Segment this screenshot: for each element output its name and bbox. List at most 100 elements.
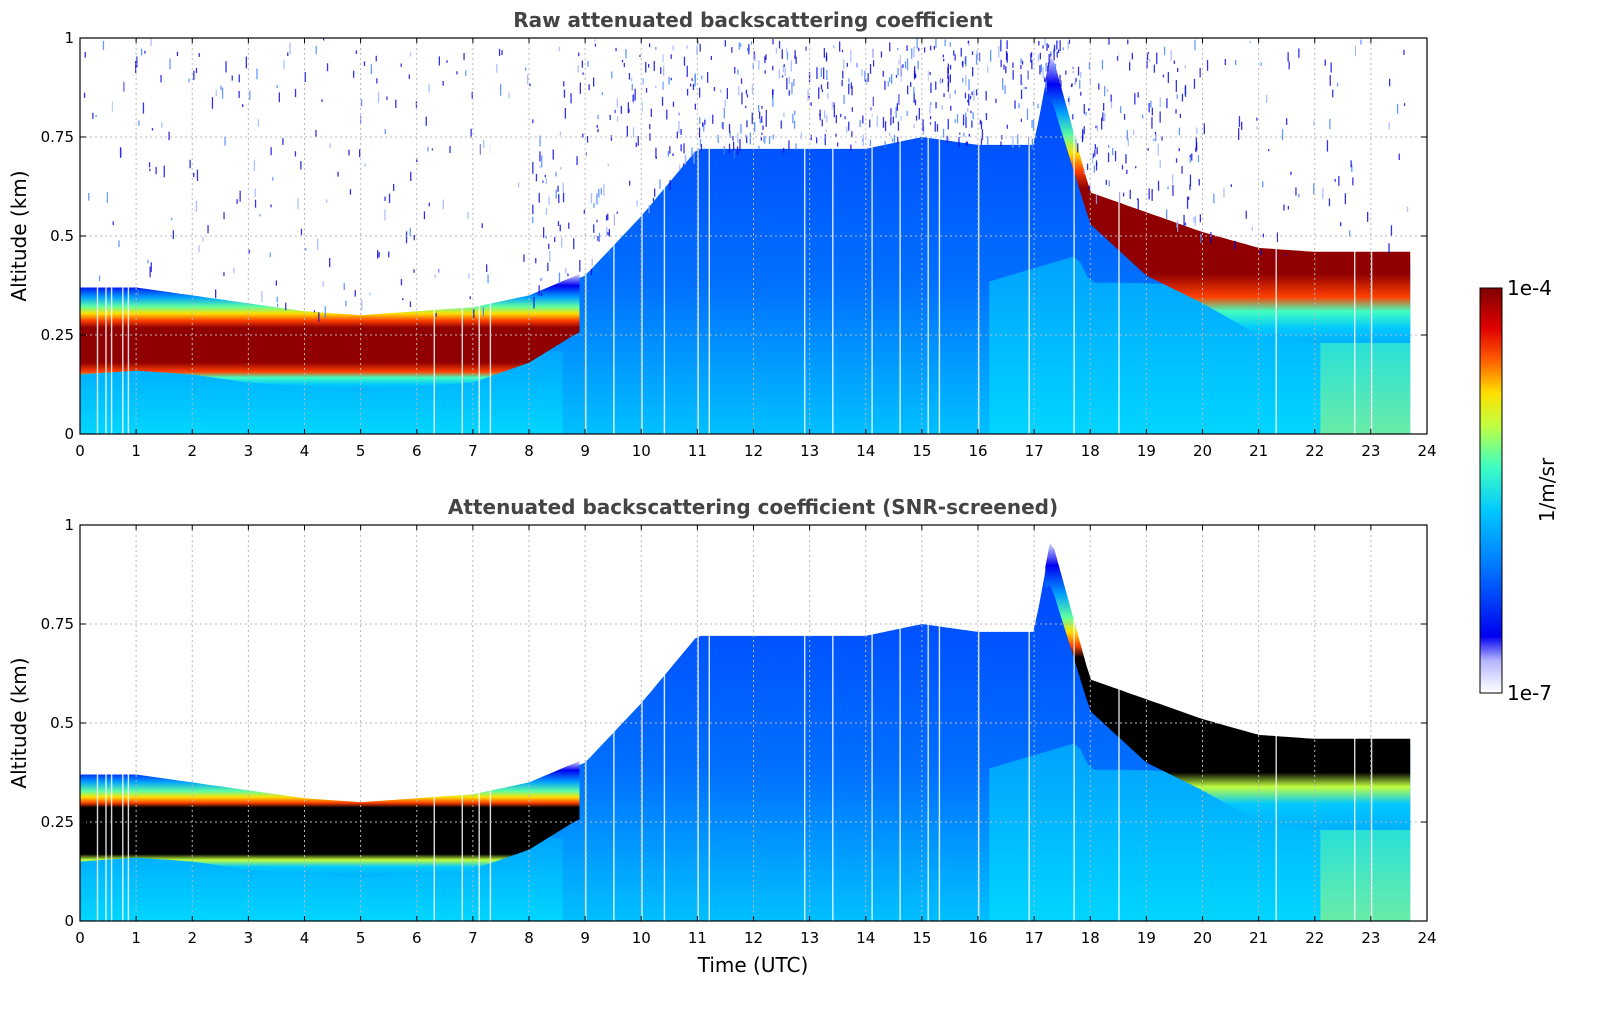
data-gap xyxy=(697,38,699,434)
noise-pixel xyxy=(1238,128,1240,140)
data-gap xyxy=(461,38,463,434)
noise-pixel xyxy=(1088,62,1091,70)
noise-pixel xyxy=(985,91,987,101)
noise-pixel xyxy=(1050,51,1052,57)
noise-pixel xyxy=(892,116,894,124)
noise-pixel xyxy=(882,117,885,128)
noise-pixel xyxy=(1126,130,1128,141)
noise-pixel xyxy=(968,79,970,91)
noise-pixel xyxy=(823,47,825,58)
noise-pixel xyxy=(225,61,227,73)
noise-pixel xyxy=(1012,70,1014,80)
noise-pixel xyxy=(446,60,448,63)
noise-pixel xyxy=(482,307,484,317)
noise-pixel xyxy=(835,115,837,124)
noise-pixel xyxy=(768,135,771,144)
noise-pixel xyxy=(896,103,898,111)
noise-pixel xyxy=(1054,63,1057,74)
noise-pixel xyxy=(568,222,570,229)
noise-pixel xyxy=(1106,88,1109,92)
noise-pixel xyxy=(699,139,702,147)
noise-pixel xyxy=(693,151,695,164)
noise-pixel xyxy=(270,204,272,208)
noise-pixel xyxy=(1089,79,1091,84)
data-gap xyxy=(1028,525,1030,921)
noise-pixel xyxy=(772,89,774,99)
data-gap xyxy=(127,525,130,921)
noise-pixel xyxy=(1203,123,1205,134)
noise-pixel xyxy=(1238,116,1241,128)
noise-pixel xyxy=(1088,108,1090,111)
noise-pixel xyxy=(1112,147,1114,156)
x-tick-label: 16 xyxy=(968,929,987,947)
noise-pixel xyxy=(998,46,1000,58)
noise-pixel xyxy=(722,122,724,130)
noise-pixel xyxy=(442,199,444,210)
noise-pixel xyxy=(543,227,545,238)
noise-pixel xyxy=(1324,59,1326,66)
noise-pixel xyxy=(1110,101,1113,109)
noise-pixel xyxy=(479,144,481,155)
noise-pixel xyxy=(416,158,418,163)
noise-pixel xyxy=(933,46,935,50)
noise-pixel xyxy=(408,74,410,79)
noise-pixel xyxy=(275,280,277,286)
noise-pixel xyxy=(893,134,896,144)
noise-pixel xyxy=(468,273,470,279)
data-gap xyxy=(1118,525,1120,921)
noise-pixel xyxy=(1067,98,1070,102)
noise-pixel xyxy=(1388,243,1390,254)
colorbar-min-label: 1e-7 xyxy=(1507,681,1552,705)
noise-pixel xyxy=(1146,60,1148,69)
noise-pixel xyxy=(930,45,932,51)
noise-pixel xyxy=(555,189,557,199)
noise-pixel xyxy=(431,148,433,151)
noise-pixel xyxy=(467,212,469,219)
noise-pixel xyxy=(610,135,613,141)
noise-pixel xyxy=(1148,103,1150,113)
noise-pixel xyxy=(1114,151,1117,162)
noise-pixel xyxy=(1135,166,1137,169)
noise-pixel xyxy=(1052,50,1055,55)
noise-pixel xyxy=(1163,46,1166,56)
noise-pixel xyxy=(211,97,214,109)
noise-pixel xyxy=(578,52,580,57)
noise-pixel xyxy=(361,299,363,311)
noise-pixel xyxy=(136,56,138,68)
noise-pixel xyxy=(607,213,609,221)
noise-pixel xyxy=(765,115,767,127)
noise-pixel xyxy=(1042,45,1044,49)
noise-pixel xyxy=(98,275,101,282)
noise-pixel xyxy=(761,116,763,123)
noise-pixel xyxy=(762,136,765,143)
noise-pixel xyxy=(668,76,670,85)
noise-pixel xyxy=(150,38,152,47)
noise-pixel xyxy=(824,134,826,146)
noise-pixel xyxy=(555,171,557,177)
noise-pixel xyxy=(1026,108,1029,120)
noise-pixel xyxy=(558,194,560,204)
noise-pixel xyxy=(377,250,379,259)
noise-pixel xyxy=(608,228,610,237)
noise-pixel xyxy=(704,118,706,121)
noise-pixel xyxy=(898,60,900,65)
x-tick-label: 12 xyxy=(744,442,763,460)
x-tick-label: 22 xyxy=(1305,442,1324,460)
noise-pixel xyxy=(547,262,549,272)
noise-pixel xyxy=(967,108,969,112)
noise-pixel xyxy=(666,109,668,120)
noise-pixel xyxy=(733,141,735,152)
noise-pixel xyxy=(395,99,397,108)
noise-pixel xyxy=(819,109,821,121)
noise-pixel xyxy=(843,59,845,70)
noise-pixel xyxy=(198,245,200,253)
x-tick-label: 20 xyxy=(1193,442,1212,460)
noise-pixel xyxy=(956,114,959,124)
noise-pixel xyxy=(1329,75,1331,86)
noise-pixel xyxy=(833,105,835,118)
noise-pixel xyxy=(171,217,173,221)
noise-pixel xyxy=(749,132,751,145)
noise-pixel xyxy=(498,48,501,56)
noise-pixel xyxy=(699,87,701,98)
noise-pixel xyxy=(978,52,981,62)
